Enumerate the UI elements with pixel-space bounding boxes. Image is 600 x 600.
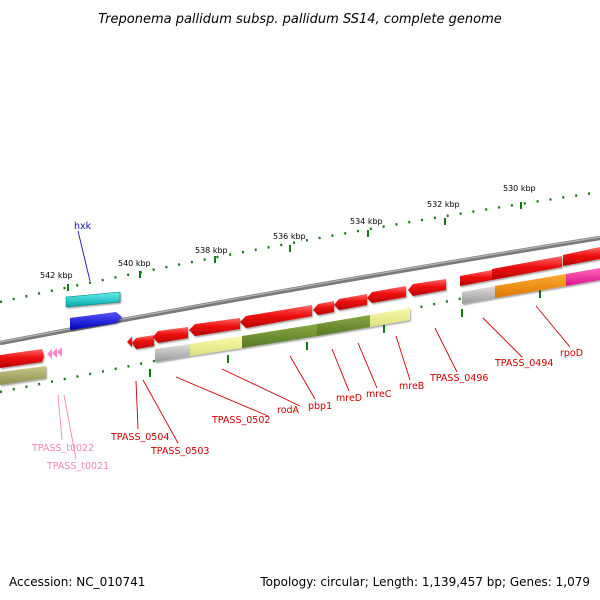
- reverse-strand-features: [0, 279, 446, 368]
- cds-feature[interactable]: [153, 327, 188, 343]
- cds-feature[interactable]: [334, 294, 367, 310]
- gene-label-tpass-0503[interactable]: TPASS_0503: [150, 446, 209, 457]
- scale-label-532: 532 kbp: [427, 200, 460, 209]
- gene-label-tpass-t0021[interactable]: TPASS_t0021: [46, 461, 109, 472]
- scale-label-538: 538 kbp: [195, 246, 228, 255]
- gene-label-roda[interactable]: rodA: [277, 405, 300, 416]
- scale-label-540: 540 kbp: [118, 259, 151, 268]
- cds-feature[interactable]: [460, 270, 492, 286]
- hxk-gene-feature[interactable]: [65, 291, 121, 308]
- scale-label-534: 534 kbp: [350, 217, 383, 226]
- gene-label-tpass-0494[interactable]: TPASS_0494: [494, 358, 553, 369]
- leader-lines: [57, 230, 571, 460]
- cds-feature[interactable]: [132, 335, 154, 349]
- gene-label-rpod[interactable]: rpoD: [560, 348, 583, 359]
- scale-label-530: 530 kbp: [503, 184, 536, 193]
- cds-feature[interactable]: [408, 279, 446, 296]
- gene-label-pbp1[interactable]: pbp1: [308, 401, 332, 412]
- category-track: [0, 268, 600, 385]
- trna-feature[interactable]: [52, 348, 57, 358]
- cds-feature[interactable]: [367, 286, 406, 303]
- outer-major-ticks: [67, 202, 522, 291]
- blue-gene-feature[interactable]: [70, 312, 122, 330]
- scale-label-542: 542 kbp: [40, 271, 73, 280]
- gene-label-hxk[interactable]: hxk: [74, 221, 92, 232]
- gene-label-tpass-0496[interactable]: TPASS_0496: [429, 373, 488, 384]
- gene-label-tpass-t0022[interactable]: TPASS_t0022: [31, 443, 94, 454]
- cds-feature[interactable]: [189, 318, 240, 336]
- inner-major-ticks: [149, 290, 541, 377]
- forward-strand-features: [65, 247, 600, 308]
- cds-feature[interactable]: [313, 301, 334, 315]
- gene-label-tpass-0502[interactable]: TPASS_0502: [211, 415, 270, 426]
- map-title: Treponema pallidum subsp. pallidum SS14,…: [98, 12, 502, 27]
- accession-text: Accession: NC_010741: [9, 575, 145, 589]
- cds-feature[interactable]: [492, 256, 562, 280]
- cds-feature[interactable]: [127, 336, 132, 347]
- genome-summary-text: Topology: circular; Length: 1,139,457 bp…: [259, 575, 590, 589]
- trna-feature[interactable]: [57, 347, 62, 357]
- gene-label-mred[interactable]: mreD: [336, 393, 362, 404]
- trna-features: [47, 347, 62, 359]
- trna-feature[interactable]: [47, 349, 52, 359]
- cds-feature[interactable]: [563, 247, 600, 266]
- scale-label-536: 536 kbp: [273, 232, 306, 241]
- gene-label-mrec[interactable]: mreC: [366, 389, 392, 400]
- gene-label-tpass-0504[interactable]: TPASS_0504: [110, 432, 169, 443]
- gene-label-mreb[interactable]: mreB: [399, 381, 424, 392]
- cds-feature[interactable]: [240, 305, 312, 328]
- cds-feature[interactable]: [0, 349, 44, 368]
